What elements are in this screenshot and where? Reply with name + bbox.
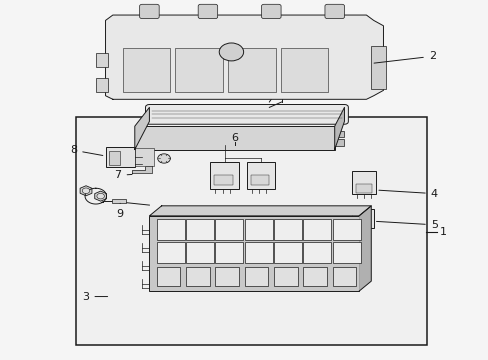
Bar	[227, 48, 275, 92]
Circle shape	[158, 154, 170, 163]
Text: 9: 9	[116, 203, 123, 219]
Polygon shape	[334, 107, 344, 149]
Circle shape	[219, 43, 243, 61]
Bar	[135, 148, 154, 166]
FancyBboxPatch shape	[261, 4, 281, 19]
Bar	[76, 117, 427, 345]
Bar	[250, 175, 269, 185]
Bar	[303, 267, 326, 286]
Bar	[244, 267, 268, 286]
Bar	[273, 267, 297, 286]
Bar	[210, 162, 238, 189]
Bar	[332, 267, 356, 286]
Polygon shape	[132, 166, 152, 173]
Bar	[96, 78, 108, 92]
Bar	[351, 209, 373, 228]
Polygon shape	[358, 206, 370, 291]
Bar	[96, 53, 108, 67]
FancyBboxPatch shape	[145, 104, 347, 124]
Bar	[185, 267, 209, 286]
Bar	[122, 48, 170, 92]
Bar	[157, 219, 184, 240]
Text: 8: 8	[70, 145, 102, 156]
Bar	[109, 151, 120, 165]
Polygon shape	[105, 15, 383, 99]
Text: 2: 2	[373, 51, 435, 63]
Bar	[332, 242, 360, 262]
Bar	[185, 242, 213, 262]
Bar	[332, 219, 360, 240]
Bar	[175, 48, 223, 92]
Bar	[334, 139, 344, 146]
Bar	[135, 126, 334, 149]
Bar	[244, 242, 272, 262]
Bar	[303, 219, 330, 240]
Polygon shape	[149, 206, 370, 216]
Circle shape	[82, 188, 90, 194]
Bar	[355, 184, 371, 193]
Bar	[244, 219, 272, 240]
Bar	[273, 219, 301, 240]
Bar	[157, 242, 184, 262]
Bar	[334, 131, 344, 137]
Polygon shape	[135, 107, 149, 149]
Text: 4: 4	[378, 189, 437, 199]
Bar	[149, 216, 358, 291]
Text: 1: 1	[439, 227, 446, 237]
Bar	[215, 219, 243, 240]
Bar	[103, 15, 375, 103]
Bar	[157, 267, 180, 286]
Text: 6: 6	[231, 133, 238, 143]
Bar	[215, 267, 239, 286]
FancyBboxPatch shape	[140, 4, 159, 19]
Text: 5: 5	[376, 220, 437, 230]
Bar	[185, 219, 213, 240]
Bar	[354, 217, 369, 226]
Bar	[246, 162, 275, 189]
Bar	[280, 48, 328, 92]
Text: 7: 7	[114, 170, 132, 180]
Bar	[214, 175, 232, 185]
Text: 3: 3	[82, 292, 107, 302]
Bar	[351, 171, 375, 194]
FancyBboxPatch shape	[198, 4, 217, 19]
Bar	[215, 242, 243, 262]
Bar	[370, 45, 385, 89]
Polygon shape	[95, 191, 106, 201]
Polygon shape	[80, 186, 92, 196]
Bar	[112, 199, 126, 203]
Bar	[273, 242, 301, 262]
FancyBboxPatch shape	[325, 4, 344, 19]
Circle shape	[97, 193, 104, 199]
Bar	[303, 242, 330, 262]
Bar	[105, 147, 135, 167]
